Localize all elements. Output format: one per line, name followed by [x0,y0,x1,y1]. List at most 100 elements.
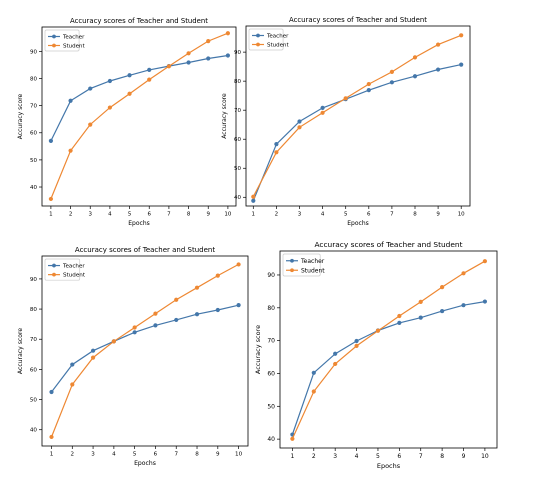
teacher-point [354,338,359,344]
teacher-line [252,64,462,202]
teacher-point [186,60,191,65]
chart-title: Accuracy scores of Teacher and Student [70,17,208,25]
teacher-point [225,53,230,58]
x-tick-label: 3 [88,212,92,218]
teacher-point [297,119,302,124]
teacher-point [251,198,256,203]
teacher-point [153,323,158,328]
student-point [186,51,191,56]
plot-frame [245,25,471,207]
plot-frame [41,26,237,207]
legend-student-label: Student [63,273,86,279]
student-point [107,105,112,110]
y-tick-label: 50 [30,398,38,404]
teacher-point [236,303,241,308]
x-tick-label: 4 [108,212,112,218]
teacher-point [107,78,112,84]
legend-teacher-label: Teacher [62,34,85,40]
teacher-point [412,74,418,79]
student-point [418,299,423,304]
y-tick-label: 40 [30,428,38,434]
legend-student-label: Student [301,267,325,274]
x-tick-label: 5 [128,212,132,218]
student-point [274,150,279,155]
student-point [194,285,200,290]
y-tick-label: 90 [30,49,37,55]
teacher-point [127,73,132,78]
x-tick-label: 10 [481,453,489,460]
student-point [436,42,441,47]
student-point [366,81,371,87]
legend-student-marker [256,42,260,47]
y-tick-label: 70 [234,108,241,114]
teacher-point [397,320,402,326]
x-tick-label: 7 [419,453,423,460]
legend-student-marker [52,272,56,277]
x-tick-label: 5 [344,212,348,218]
x-tick-label: 6 [367,212,371,218]
student-point [70,382,75,387]
student-point [290,436,295,441]
teacher-point [459,62,464,67]
x-tick-label: 8 [440,453,444,460]
teacher-point [68,98,73,103]
y-tick-label: 80 [30,76,37,82]
x-tick-label: 4 [355,453,359,460]
student-point [147,77,152,82]
legend-student-label: Student [267,42,289,48]
teacher-point [436,67,441,72]
student-point [48,196,54,202]
student-line [291,260,486,440]
y-tick-label: 50 [234,166,241,172]
x-tick-label: 2 [71,452,75,458]
student-point [251,194,256,199]
y-tick-label: 70 [30,337,38,343]
teacher-point [194,312,200,317]
y-tick-label: 90 [234,50,241,56]
y-axis-label: Accuracy score [254,325,262,374]
x-tick-label: 10 [458,212,465,218]
x-axis-label: Epochs [128,220,150,227]
student-point [440,285,445,290]
x-tick-label: 3 [333,453,337,460]
student-line [252,34,462,197]
y-tick-label: 60 [30,131,37,137]
x-axis-label: Epochs [347,220,369,227]
teacher-point [311,370,316,375]
legend-teacher-marker [52,34,56,39]
x-tick-label: 8 [413,212,417,218]
student-point [206,39,211,44]
teacher-point [49,389,54,395]
x-tick-label: 5 [133,452,137,458]
student-point [111,339,116,344]
y-tick-label: 80 [267,305,275,312]
x-tick-label: 2 [312,453,316,460]
student-point [333,361,338,367]
y-tick-label: 60 [234,137,241,143]
legend-student-marker [52,43,56,48]
y-tick-label: 50 [30,158,37,164]
y-tick-label: 40 [30,185,37,191]
y-tick-label: 80 [234,79,241,85]
teacher-point [70,362,75,367]
x-tick-label: 9 [206,212,210,218]
chart-4: Accuracy scores of Teacher and Student 1 2… [254,240,498,470]
student-point [166,64,171,69]
x-tick-label: 1 [252,212,256,218]
x-tick-label: 1 [290,453,294,460]
x-tick-label: 9 [462,453,466,460]
teacher-point [132,330,137,335]
student-point [389,69,394,74]
student-point [236,262,241,267]
teacher-point [389,80,394,85]
teacher-point [88,86,93,91]
x-tick-label: 6 [397,453,401,460]
teacher-point [482,299,487,304]
student-point [88,122,93,127]
x-tick-label: 1 [50,452,54,458]
student-point [225,31,230,36]
plot-frame [279,250,498,449]
x-axis-label: Epochs [377,462,401,470]
y-tick-label: 50 [267,403,275,410]
teacher-point [206,56,211,61]
